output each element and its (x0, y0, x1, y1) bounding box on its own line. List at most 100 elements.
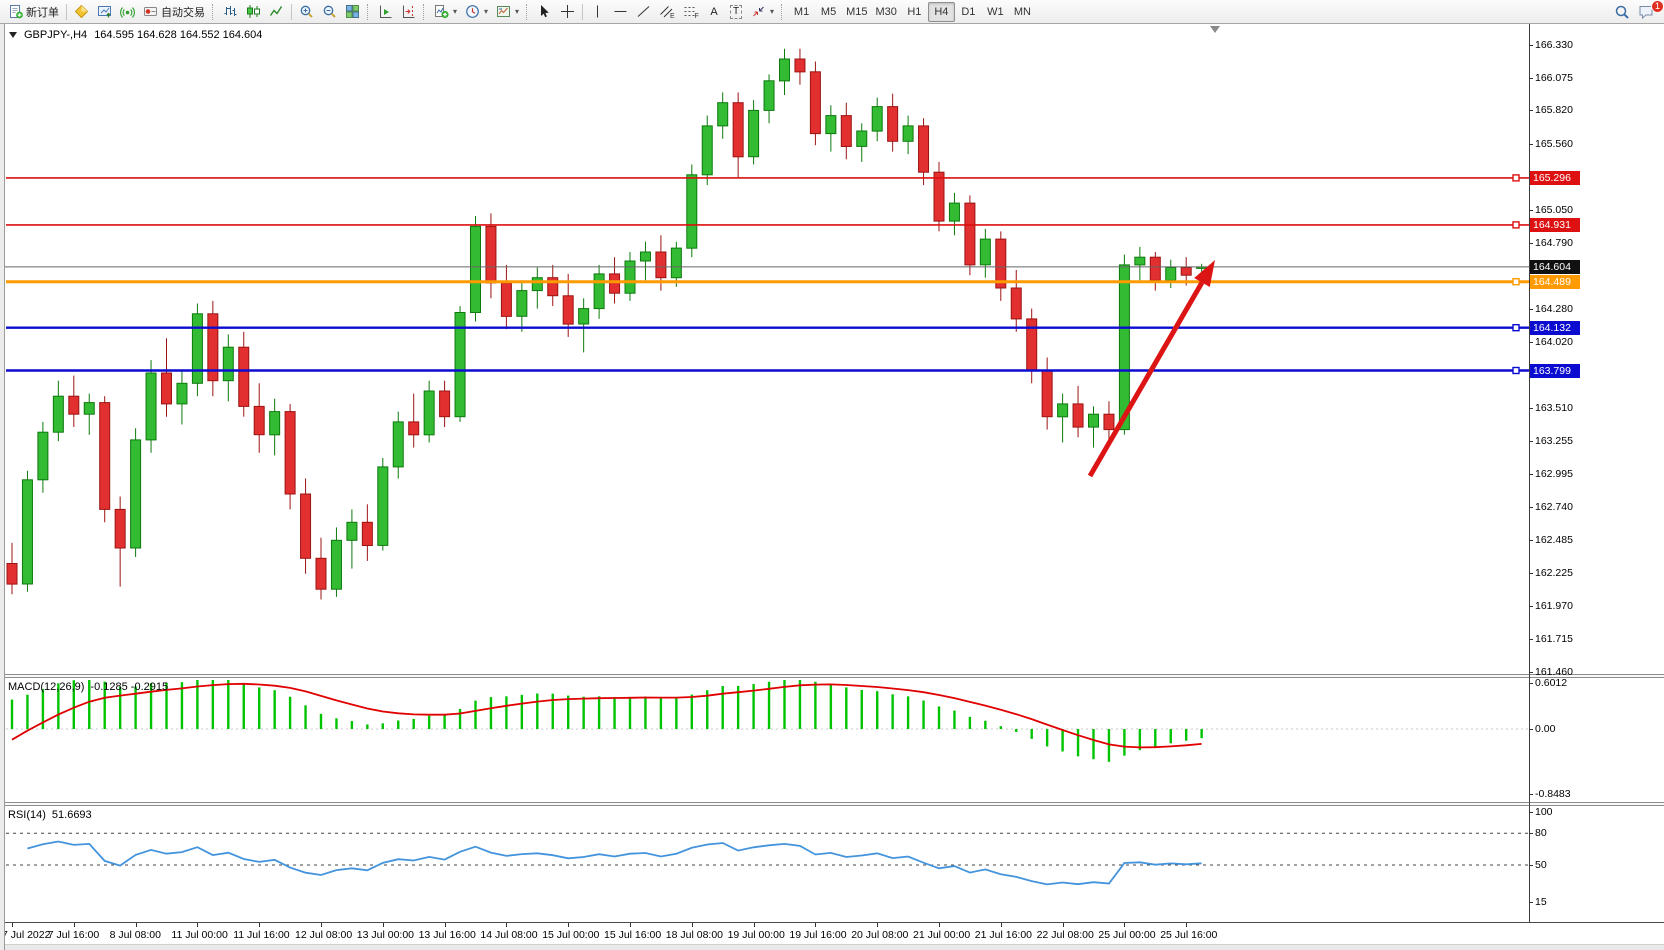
panel-divider[interactable] (0, 674, 1664, 678)
level-handle-164.931[interactable] (1512, 221, 1520, 229)
fibonacci-icon: F (683, 4, 699, 19)
price-tick-mark (1529, 110, 1533, 112)
arrows-icon (751, 4, 766, 19)
macd-tick-mark (1529, 729, 1533, 730)
timeframe-h1[interactable]: H1 (907, 5, 922, 18)
fibonacci-tool-button[interactable]: F (679, 2, 703, 22)
toolbar-grip (212, 3, 216, 20)
indicators-button[interactable]: ▾ (430, 2, 461, 22)
periods-button[interactable]: ▾ (461, 2, 492, 22)
cursor-icon (537, 4, 552, 19)
chart-quote-ohlc: 164.595 164.628 164.552 164.604 (94, 29, 263, 41)
timeframe-h4[interactable]: H4 (927, 1, 955, 22)
price-tick-label: 164.790 (1535, 236, 1573, 249)
rsi-chart[interactable] (0, 806, 1664, 922)
gold-chart-button[interactable] (70, 2, 93, 22)
panel-divider[interactable] (0, 802, 1664, 806)
time-tick-label: 12 Jul 08:00 (295, 929, 353, 941)
level-handle-165.296[interactable] (1512, 174, 1520, 182)
new-order-button[interactable]: 新订单 (5, 2, 63, 22)
chart-title: GBPJPY-,H4 164.595 164.628 164.552 164.6… (9, 29, 262, 41)
timeframe-m30[interactable]: M30 (875, 5, 897, 18)
chat-badge: 1 (1651, 0, 1664, 13)
text-tool-icon: A (710, 5, 718, 18)
price-panel[interactable]: GBPJPY-,H4 164.595 164.628 164.552 164.6… (0, 24, 1664, 674)
time-tick-label: 7 Jul 16:00 (47, 929, 100, 941)
autotrading-button[interactable]: 自动交易 (139, 2, 209, 22)
macd-panel[interactable]: MACD(12,26,9) -0.1285 -0.2915 (0, 678, 1664, 802)
time-tick-label: 25 Jul 16:00 (1160, 929, 1218, 941)
signals-button[interactable] (116, 2, 139, 22)
cursor-tool-button[interactable] (533, 2, 556, 22)
toolbar-grip (367, 3, 371, 20)
time-tick-label: 22 Jul 08:00 (1036, 929, 1094, 941)
time-tick-mark (1000, 923, 1002, 927)
upload-chart-icon (97, 4, 112, 19)
time-tick-mark (691, 923, 693, 927)
timeframe-w1[interactable]: W1 (987, 5, 1004, 18)
gold-icon (74, 4, 89, 19)
rsi-panel[interactable]: RSI(14) 51.6693 (0, 806, 1664, 922)
zoom-in-button[interactable] (295, 2, 318, 22)
time-tick-label: 21 Jul 16:00 (974, 929, 1033, 941)
macd-tick-mark (1529, 683, 1533, 684)
rsi-tick-label: 100 (1535, 806, 1553, 818)
chevron-down-icon: ▾ (770, 7, 775, 16)
templates-button[interactable]: ▾ (492, 2, 523, 22)
rsi-tick-mark (1529, 833, 1533, 835)
vertical-line-icon (590, 4, 605, 19)
one-click-trading-icon[interactable] (9, 32, 17, 38)
trend-arrow-head[interactable] (1194, 260, 1215, 288)
level-handle-164.489[interactable] (1512, 277, 1520, 286)
chart-shift-button[interactable] (397, 2, 420, 22)
candlestick-chart-button[interactable] (242, 2, 265, 22)
price-tick-label: 163.255 (1535, 434, 1573, 447)
vertical-line-tool-button[interactable] (586, 2, 609, 22)
trend-arrow[interactable] (1087, 281, 1205, 478)
crosshair-tool-button[interactable] (556, 2, 579, 22)
search-icon (1614, 4, 1630, 20)
tile-windows-button[interactable] (341, 2, 364, 22)
price-badge-163.799: 163.799 (1530, 363, 1580, 378)
macd-chart[interactable] (0, 678, 1664, 802)
time-tick-mark (877, 923, 879, 927)
time-tick-label: 13 Jul 16:00 (418, 929, 476, 941)
macd-signal-line (11, 682, 1202, 749)
publish-chart-button[interactable] (93, 2, 116, 22)
price-tick-mark (1529, 440, 1533, 442)
new-order-icon (9, 4, 23, 19)
time-tick-mark (815, 923, 817, 927)
timeframe-m1[interactable]: M1 (793, 5, 810, 18)
price-axis-border (1529, 24, 1530, 922)
timeframe-mn[interactable]: MN (1013, 5, 1031, 18)
candlestick-chart[interactable] (0, 24, 1664, 674)
text-tool-button[interactable]: A (703, 2, 725, 22)
horizontal-line-tool-button[interactable] (609, 2, 632, 22)
level-handle-163.799[interactable] (1512, 366, 1520, 375)
price-badge-165.296: 165.296 (1530, 170, 1580, 185)
auto-scroll-button[interactable] (374, 2, 397, 22)
price-tick-mark (1529, 474, 1533, 475)
level-handle-164.132[interactable] (1512, 324, 1520, 332)
zoom-out-button[interactable] (318, 2, 341, 22)
time-tick-label: 8 Jul 08:00 (109, 929, 161, 941)
time-tick-mark (135, 923, 137, 927)
chat-button[interactable]: 1 (1634, 0, 1664, 22)
line-chart-button[interactable] (265, 2, 288, 22)
channel-tool-button[interactable]: E (655, 2, 679, 22)
time-axis[interactable]: 7 Jul 2022 7 Jul 16:00 8 Jul 08:00 11 Jul 0… (0, 922, 1664, 944)
template-icon (496, 4, 511, 19)
price-tick-mark (1529, 671, 1533, 673)
candles[interactable] (6, 48, 1208, 600)
timeframe-d1[interactable]: D1 (961, 5, 976, 18)
timeframe-m5[interactable]: M5 (820, 5, 837, 18)
timeframe-m15[interactable]: M15 (846, 5, 868, 18)
arrows-tool-button[interactable]: ▾ (747, 2, 778, 22)
search-button[interactable] (1610, 2, 1634, 22)
trendline-tool-button[interactable] (632, 2, 655, 22)
bar-chart-button[interactable] (219, 2, 242, 22)
price-tick-label: 161.715 (1535, 632, 1573, 645)
toolbar-separator (291, 3, 292, 20)
chart-shift-marker[interactable] (1210, 26, 1220, 33)
label-tool-button[interactable]: T (725, 2, 747, 22)
